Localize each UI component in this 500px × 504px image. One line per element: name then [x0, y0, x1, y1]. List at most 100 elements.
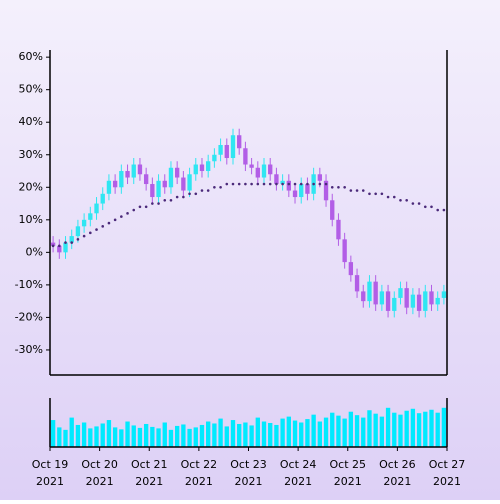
volume-bar	[398, 414, 403, 447]
moving-average-dot	[144, 205, 148, 209]
volume-bar	[243, 422, 248, 447]
moving-average-dot	[182, 195, 185, 199]
x-tick-label-line: 2021	[185, 475, 213, 488]
candle-body	[174, 167, 180, 178]
moving-average-dot	[293, 182, 297, 186]
volume-bar	[63, 429, 68, 447]
volume-bar	[274, 424, 279, 447]
volume-bar	[150, 426, 155, 447]
moving-average-dot	[237, 182, 241, 186]
candle-body	[57, 245, 62, 253]
candle-body	[379, 291, 385, 305]
volume-bar	[69, 417, 74, 447]
x-tick-label: Oct 22 2021	[181, 458, 218, 488]
volume-bar	[174, 425, 180, 447]
candle-body	[385, 291, 391, 311]
volume-bar	[280, 418, 285, 447]
candle-body	[261, 164, 267, 178]
moving-average-dot	[188, 192, 191, 196]
x-tick-label: Oct 24 2021	[280, 458, 317, 488]
volume-bar	[385, 407, 391, 447]
volume-bar	[162, 422, 167, 447]
moving-average-dot	[89, 231, 92, 235]
y-tick-label: 10%	[19, 213, 43, 226]
moving-average-dot	[213, 185, 216, 189]
x-tick-label-line: 2021	[383, 475, 411, 488]
volume-bar	[131, 425, 136, 447]
volume-bar	[305, 419, 310, 447]
candle-body	[112, 180, 118, 188]
candle-body	[75, 226, 81, 237]
moving-average-dot	[231, 182, 235, 186]
candle-body	[280, 180, 285, 185]
candle-body	[218, 144, 223, 155]
volume-bar	[292, 420, 298, 447]
candle-body	[416, 294, 422, 311]
x-tick-label: Oct 21 2021	[131, 458, 168, 488]
x-tick-label: Oct 23 2021	[230, 458, 267, 488]
moving-average-dot	[64, 241, 67, 244]
moving-average-dot	[374, 192, 377, 196]
moving-average-dot	[175, 195, 179, 199]
x-tick-label-line: Oct 19	[32, 458, 69, 471]
candle-body	[125, 171, 130, 178]
volume-bar	[342, 418, 347, 447]
candle-body	[441, 291, 447, 298]
x-tick-label: Oct 19 2021	[32, 458, 69, 488]
volume-bar	[112, 427, 118, 447]
volume-bar	[168, 429, 174, 447]
volume-bar	[206, 421, 211, 447]
candle-body	[249, 164, 254, 168]
moving-average-dot	[330, 185, 334, 189]
candle-body	[342, 239, 347, 263]
moving-average-dot	[132, 208, 136, 212]
candle-body	[230, 135, 236, 159]
volume-bar	[119, 429, 124, 447]
volume-bar	[336, 415, 341, 447]
y-tick-label: 60%	[19, 50, 43, 63]
moving-average-dot	[399, 199, 402, 202]
moving-average-dot	[380, 192, 384, 196]
moving-average-dot	[138, 205, 142, 209]
candle-body	[435, 297, 440, 305]
volume-bar	[199, 424, 205, 447]
y-tick-label: 0%	[26, 245, 43, 258]
candle-body	[237, 135, 242, 149]
volume-bar	[255, 417, 260, 447]
candle-body	[224, 144, 229, 159]
volume-bar	[299, 422, 304, 447]
x-tick-label-line: 2021	[36, 475, 64, 488]
volume-bar	[230, 420, 236, 447]
candle-body	[131, 164, 136, 178]
moving-average-dot	[392, 195, 396, 199]
volume-bar	[429, 409, 434, 447]
moving-average-dot	[411, 202, 415, 205]
volume-bar	[416, 413, 422, 447]
volume-bar	[249, 425, 254, 447]
volume-bar	[330, 412, 335, 447]
x-tick-label: Oct 26 2021	[379, 458, 416, 488]
moving-average-dot	[343, 185, 346, 189]
candle-body	[423, 291, 428, 311]
x-tick-label-line: 2021	[433, 475, 461, 488]
volume-bar	[423, 411, 428, 447]
volume-bar	[435, 412, 440, 447]
y-tick-label: -20%	[15, 310, 43, 323]
moving-average-dot	[82, 234, 86, 238]
moving-average-dot	[163, 199, 167, 202]
candle-body	[330, 200, 335, 220]
candle-body	[168, 167, 174, 188]
volume-bar	[218, 418, 223, 447]
candle-body	[199, 164, 205, 172]
moving-average-dot	[206, 189, 210, 192]
candle-body	[268, 164, 273, 175]
volume-bar	[125, 421, 130, 447]
candle-body	[69, 236, 74, 243]
candle-body	[243, 148, 248, 165]
x-tick-label: Oct 27 2021	[429, 458, 466, 488]
volume-bar	[224, 426, 229, 447]
x-tick-label-line: Oct 26	[379, 458, 416, 471]
candle-body	[373, 281, 378, 305]
moving-average-dot	[318, 182, 322, 186]
volume-bar	[410, 408, 416, 447]
